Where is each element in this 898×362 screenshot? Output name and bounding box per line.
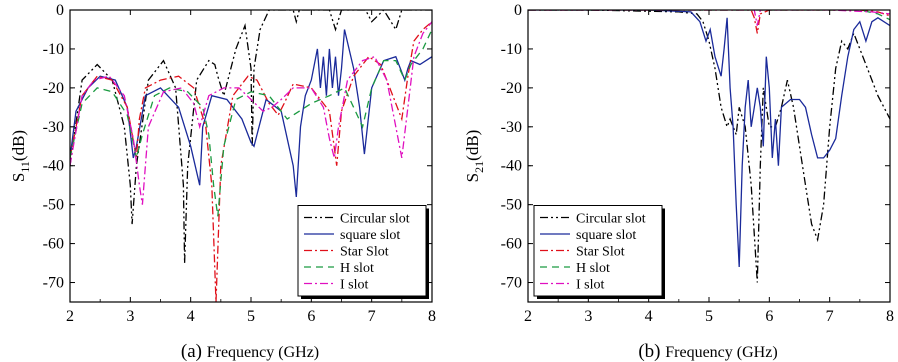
y-tick-label: -50	[501, 197, 522, 214]
series-line-square-slot	[528, 10, 890, 268]
x-tick-label: 2	[66, 308, 74, 325]
panel-caption: (b) Frequency (GHz)	[638, 341, 777, 362]
x-tick-label: 8	[886, 308, 894, 325]
legend-entry: I slot	[340, 278, 369, 293]
legend-entry: Circular slot	[576, 212, 646, 227]
x-tick-label: 7	[368, 308, 376, 325]
y-tick-label: -70	[501, 275, 522, 292]
legend-entry: Circular slot	[340, 212, 410, 227]
legend-entry: Star Slot	[340, 245, 389, 260]
chart-panel-0: 2 3 4 5 6 7 8 0 -10 -20 -30 -40 -50 -60 -70 S11(dB) (a) …	[9, 2, 436, 362]
legend-entry: I slot	[576, 278, 605, 293]
legend-entry: H slot	[576, 261, 610, 276]
y-tick-label: -20	[501, 80, 522, 97]
legend-entry: square slot	[576, 228, 636, 243]
x-tick-label: 5	[247, 308, 255, 325]
y-tick-label: -20	[43, 80, 64, 97]
x-tick-label: 8	[428, 308, 436, 325]
panel-label: (b)	[638, 341, 665, 362]
y-tick-label: -10	[501, 41, 522, 58]
chart-panel-1: 2 3 4 5 6 7 8 0 -10 -20 -30 -40 -50 -60 -70 S21(dB) (b) …	[463, 2, 894, 362]
series-line-square-slot	[70, 29, 432, 197]
y-tick-label: -50	[43, 197, 64, 214]
legend-entry: square slot	[340, 228, 400, 243]
series-line-h-slot	[70, 29, 432, 217]
y-tick-label: 0	[56, 2, 64, 19]
x-tick-label: 3	[584, 308, 592, 325]
y-tick-label: -30	[43, 119, 64, 136]
y-tick-label: -10	[43, 41, 64, 58]
x-tick-label: 7	[826, 308, 834, 325]
y-axis-label: S11(dB)	[9, 130, 32, 182]
x-tick-label: 3	[126, 308, 134, 325]
y-axis-label: S21(dB)	[463, 130, 486, 183]
y-tick-label: 0	[514, 2, 522, 19]
legend-entry: H slot	[340, 261, 374, 276]
series-line-star-slot	[528, 10, 890, 34]
x-tick-label: 4	[187, 308, 195, 325]
series-line-circular-slot	[70, 10, 432, 264]
x-tick-label: 2	[524, 308, 532, 325]
y-tick-label: -70	[43, 275, 64, 292]
y-tick-label: -40	[501, 158, 522, 175]
legend-box	[533, 205, 663, 297]
legend-entry: Star Slot	[576, 245, 625, 260]
x-tick-label: 6	[765, 308, 773, 325]
panel-caption: (a) Frequency (GHz)	[181, 341, 319, 362]
series-line-i-slot	[528, 10, 890, 26]
series-line-i-slot	[70, 21, 432, 205]
y-tick-label: -40	[43, 158, 64, 175]
x-tick-label: 6	[307, 308, 315, 325]
y-tick-label: -60	[501, 236, 522, 253]
y-tick-label: -60	[43, 236, 64, 253]
x-axis-label: Frequency (GHz)	[207, 344, 319, 361]
x-tick-label: 4	[645, 308, 653, 325]
series-line-circular-slot	[528, 10, 890, 283]
panel-label: (a)	[181, 341, 207, 362]
legend-box	[297, 205, 427, 297]
x-axis-label: Frequency (GHz)	[665, 344, 777, 361]
y-tick-label: -30	[501, 119, 522, 136]
x-tick-label: 5	[705, 308, 713, 325]
